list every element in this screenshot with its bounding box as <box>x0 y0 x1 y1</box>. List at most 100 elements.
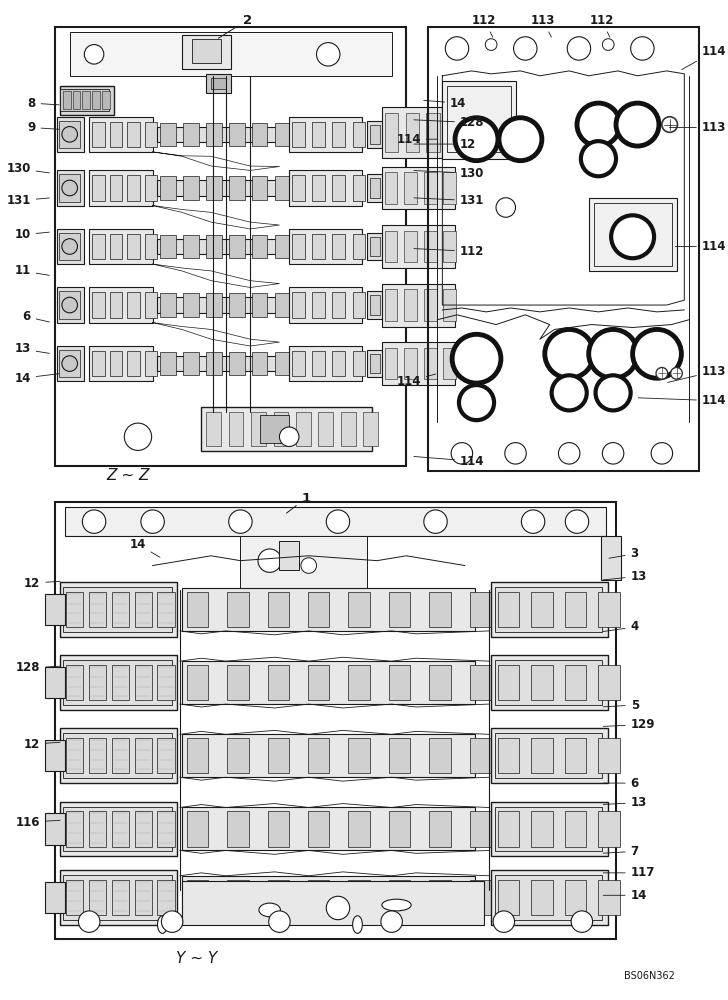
Bar <box>389 738 411 773</box>
Bar <box>63 660 172 705</box>
Bar <box>268 738 289 773</box>
Bar <box>491 870 608 925</box>
Bar <box>111 665 129 700</box>
Bar <box>240 536 367 595</box>
Circle shape <box>451 443 472 464</box>
Bar <box>227 665 249 700</box>
Bar <box>565 738 587 773</box>
Bar <box>447 113 461 152</box>
Bar <box>110 351 122 376</box>
Bar <box>333 292 345 318</box>
Bar <box>382 342 455 385</box>
Bar <box>443 172 456 204</box>
Bar <box>92 122 105 147</box>
Bar <box>443 231 456 262</box>
Text: 114: 114 <box>638 394 727 407</box>
Bar <box>82 91 90 109</box>
Bar <box>157 180 285 196</box>
Bar <box>289 346 363 381</box>
Text: 130: 130 <box>7 162 50 175</box>
Circle shape <box>602 39 614 50</box>
Circle shape <box>301 558 317 573</box>
Bar <box>593 203 672 266</box>
Bar <box>333 234 345 259</box>
Bar <box>470 592 491 627</box>
Bar <box>274 293 290 317</box>
Bar <box>274 412 288 446</box>
Circle shape <box>596 375 630 410</box>
Circle shape <box>280 427 299 447</box>
Bar <box>127 351 140 376</box>
Bar <box>382 107 460 158</box>
Bar <box>135 880 152 915</box>
Text: 9: 9 <box>27 121 59 134</box>
Text: 129: 129 <box>604 718 655 731</box>
Bar <box>45 740 65 771</box>
Bar <box>160 293 176 317</box>
Bar <box>227 811 249 847</box>
Bar <box>157 665 175 700</box>
Bar <box>63 733 172 778</box>
Bar <box>598 592 620 627</box>
Text: 6: 6 <box>604 777 639 790</box>
Circle shape <box>496 198 515 217</box>
Circle shape <box>62 180 77 196</box>
Bar <box>111 811 129 847</box>
Bar <box>289 229 363 264</box>
Bar <box>183 235 199 258</box>
Bar <box>157 297 285 313</box>
Bar <box>531 880 553 915</box>
Bar <box>405 113 419 152</box>
Text: 12: 12 <box>24 738 60 751</box>
Bar <box>229 352 245 375</box>
Bar <box>289 287 363 323</box>
Bar <box>145 175 157 201</box>
Bar <box>333 351 345 376</box>
Bar <box>289 170 363 206</box>
Bar <box>341 412 355 446</box>
Bar <box>65 507 606 536</box>
Bar <box>382 284 455 327</box>
Bar <box>59 121 80 148</box>
Bar <box>292 175 305 201</box>
Bar <box>389 592 411 627</box>
Bar <box>491 582 608 637</box>
Bar <box>601 536 621 580</box>
Bar <box>182 807 475 850</box>
Circle shape <box>602 443 624 464</box>
Bar <box>367 121 401 148</box>
Bar <box>57 229 84 264</box>
Bar <box>312 351 325 376</box>
Bar <box>227 738 249 773</box>
Bar <box>318 412 333 446</box>
Circle shape <box>656 367 668 379</box>
Bar <box>382 167 455 209</box>
Bar <box>57 170 84 206</box>
Circle shape <box>326 510 349 533</box>
Bar <box>73 91 80 109</box>
Bar <box>55 27 406 466</box>
Bar <box>389 665 411 700</box>
Bar <box>491 728 608 783</box>
Bar <box>274 123 290 146</box>
Bar <box>55 502 616 939</box>
Bar <box>89 880 106 915</box>
Bar <box>352 122 365 147</box>
Bar <box>206 293 222 317</box>
Bar <box>111 592 129 627</box>
Bar <box>370 237 380 256</box>
Circle shape <box>459 385 494 420</box>
Text: 11: 11 <box>15 264 50 277</box>
Bar <box>289 117 363 152</box>
Bar <box>157 880 175 915</box>
Bar <box>598 811 620 847</box>
Bar <box>63 807 172 851</box>
Circle shape <box>567 37 590 60</box>
Bar <box>292 234 305 259</box>
Bar <box>183 176 199 200</box>
Bar <box>424 172 437 204</box>
Bar <box>160 352 176 375</box>
Text: 13: 13 <box>604 796 647 809</box>
Text: 114: 114 <box>397 374 436 388</box>
Bar <box>385 231 397 262</box>
